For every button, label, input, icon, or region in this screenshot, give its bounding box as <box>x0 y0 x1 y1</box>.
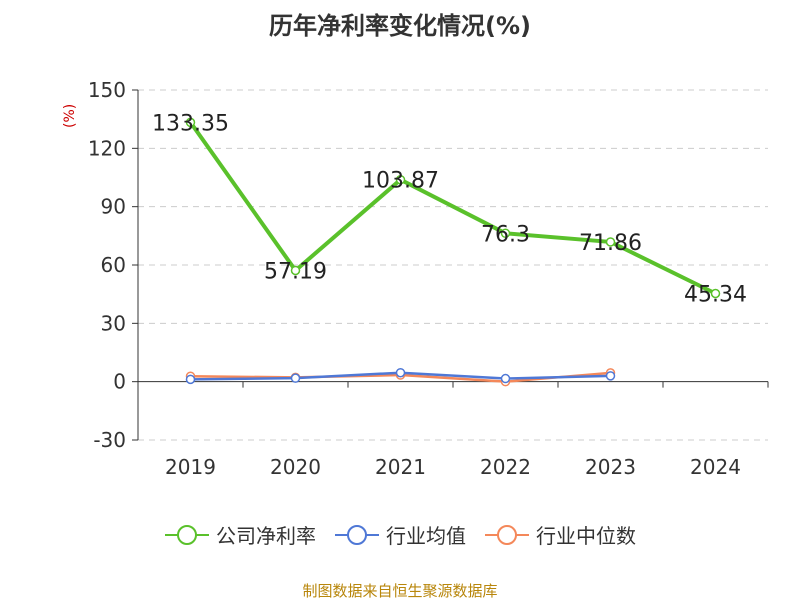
legend-label: 行业中位数 <box>536 524 636 548</box>
data-label: 57.19 <box>264 259 327 284</box>
y-tick-label: 90 <box>101 195 126 219</box>
data-label: 133.35 <box>152 111 229 136</box>
chart-legend: 公司净利率 行业均值 行业中位数 <box>0 520 800 549</box>
legend-symbol-icon <box>485 524 529 545</box>
data-point <box>395 174 406 185</box>
y-tick-label: 150 <box>88 78 126 102</box>
legend-item[interactable]: 行业均值 <box>334 520 466 549</box>
y-tick-label: 0 <box>113 370 126 394</box>
data-point <box>605 371 616 381</box>
x-tick-label: 2024 <box>690 455 741 479</box>
data-label: 103.87 <box>362 169 439 194</box>
data-point <box>500 228 511 239</box>
legend-symbol-icon <box>165 524 209 545</box>
chart-title: 历年净利率变化情况(%) <box>269 12 531 40</box>
data-label: 76.3 <box>481 222 530 247</box>
x-tick-label: 2023 <box>585 455 636 479</box>
legend-item[interactable]: 公司净利率 <box>164 520 316 549</box>
data-point <box>290 265 301 276</box>
legend-symbol-icon <box>335 524 379 545</box>
data-point <box>500 373 511 384</box>
x-tick-label: 2021 <box>375 455 426 479</box>
x-tick-label: 2022 <box>480 455 531 479</box>
source-note: 制图数据来自恒生聚源数据库 <box>302 582 498 600</box>
y-tick-label: -30 <box>93 428 126 452</box>
data-label: 45.34 <box>684 283 747 308</box>
data-point <box>710 288 721 299</box>
data-point <box>185 374 196 385</box>
x-tick-label: 2020 <box>270 455 321 479</box>
legend-item[interactable]: 行业中位数 <box>484 520 636 549</box>
y-tick-label: 30 <box>101 311 126 335</box>
data-point <box>605 237 616 247</box>
legend-label: 行业均值 <box>386 524 466 548</box>
data-point <box>185 117 196 128</box>
data-label: 71.86 <box>579 231 642 256</box>
series-line <box>188 121 717 296</box>
data-point <box>395 367 406 378</box>
y-tick-label: 60 <box>101 253 126 277</box>
legend-label: 公司净利率 <box>216 524 316 548</box>
x-tick-label: 2019 <box>165 455 216 479</box>
y-tick-label: 120 <box>88 136 126 160</box>
data-point <box>290 373 301 383</box>
